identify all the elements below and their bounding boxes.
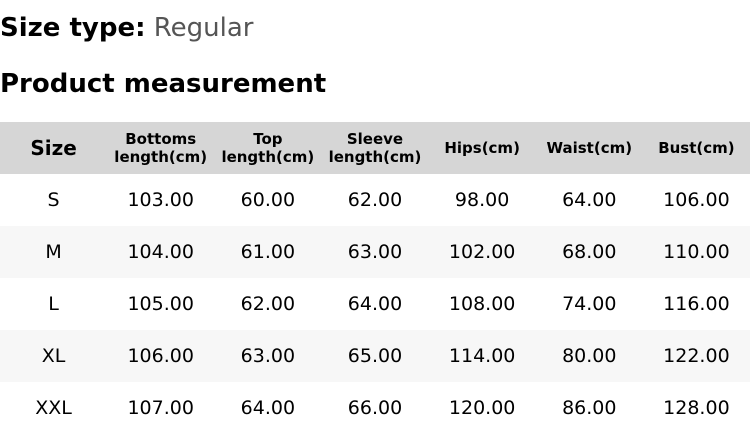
column-header: Top length(cm) [214, 122, 322, 174]
measurement-cell: 64.00 [562, 189, 617, 211]
table-row: S 103.00 60.00 62.00 98.00 64.00 106.00 [0, 174, 750, 226]
column-header: Bust(cm) [642, 122, 750, 174]
column-header: Waist(cm) [535, 122, 643, 174]
column-header-text: Sleeve [346, 130, 404, 148]
column-header-text: Hips(cm) [444, 139, 520, 157]
measurement-cell: 63.00 [321, 226, 429, 278]
measurement-cell: 106.00 [107, 330, 215, 382]
measurement-cell: 62.00 [240, 293, 296, 315]
column-header: Sleeve length(cm) [321, 122, 429, 174]
size-type-label: Size type: [0, 13, 146, 43]
table-row: XL 106.00 63.00 65.00 114.00 80.00 122.00 [0, 330, 750, 382]
column-header: Size [0, 122, 108, 174]
measurement-cell: 102.00 [428, 226, 536, 278]
column-header-text: Size [30, 136, 77, 160]
measurement-cell: 64.00 [240, 397, 296, 419]
measurement-cell: 66.00 [347, 397, 403, 419]
measurement-cell: 68.00 [535, 226, 643, 278]
column-header-text: Bust(cm) [658, 139, 735, 157]
measurement-cell: 107.00 [127, 397, 194, 419]
measurement-cell: 122.00 [642, 330, 750, 382]
column-header-text: length(cm) [328, 148, 422, 166]
size-cell: M [0, 226, 108, 278]
column-header-text: Bottoms [125, 130, 197, 148]
column-header-text: length(cm) [114, 148, 208, 166]
size-cell: S [47, 189, 60, 211]
measurement-cell: 110.00 [642, 226, 750, 278]
measurement-cell: 65.00 [321, 330, 429, 382]
measurement-cell: 61.00 [214, 226, 322, 278]
measurement-cell: 114.00 [428, 330, 536, 382]
measurement-cell: 108.00 [448, 293, 516, 315]
section-title: Product measurement [0, 69, 327, 99]
measurement-cell: 128.00 [663, 397, 730, 419]
size-cell: XXL [35, 397, 72, 419]
column-header: Hips(cm) [428, 122, 536, 174]
size-cell: L [48, 293, 59, 315]
measurement-table: Size Bottoms length(cm) Top length(cm) Sleeve… [0, 122, 750, 434]
table-row: M 104.00 61.00 63.00 102.00 68.00 110.00 [0, 226, 750, 278]
measurement-cell: 98.00 [454, 189, 510, 211]
measurement-cell: 64.00 [347, 293, 403, 315]
measurement-cell: 80.00 [535, 330, 643, 382]
measurement-cell: 103.00 [127, 189, 194, 211]
measurement-cell: 104.00 [107, 226, 215, 278]
measurement-cell: 74.00 [562, 293, 617, 315]
measurement-cell: 63.00 [214, 330, 322, 382]
size-type: Size type: Regular [0, 12, 253, 44]
size-type-value: Regular [153, 13, 254, 43]
column-header-text: Waist(cm) [546, 139, 633, 157]
table-header-row: Size Bottoms length(cm) Top length(cm) Sleeve… [0, 122, 750, 174]
size-cell: XL [0, 330, 108, 382]
column-header-text: Top [253, 130, 283, 148]
measurement-cell: 62.00 [347, 189, 403, 211]
measurement-cell: 116.00 [663, 293, 730, 315]
measurement-cell: 60.00 [240, 189, 296, 211]
measurement-cell: 120.00 [448, 397, 516, 419]
table-row: XXL 107.00 64.00 66.00 120.00 86.00 128.00 [0, 382, 750, 434]
measurement-cell: 106.00 [663, 189, 730, 211]
column-header: Bottoms length(cm) [107, 122, 215, 174]
measurement-cell: 86.00 [562, 397, 617, 419]
table-row: L 105.00 62.00 64.00 108.00 74.00 116.00 [0, 278, 750, 330]
column-header-text: length(cm) [221, 148, 315, 166]
measurement-cell: 105.00 [127, 293, 194, 315]
